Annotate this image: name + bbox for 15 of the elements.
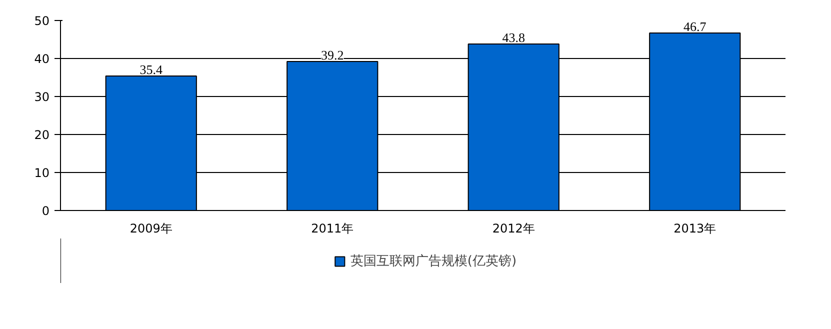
data-label: 35.4 bbox=[140, 62, 163, 77]
legend-label: 英国互联网广告规模(亿英镑) bbox=[350, 252, 517, 270]
x-tick-label: 2012年 bbox=[492, 222, 535, 236]
y-tick-label: 30 bbox=[34, 90, 50, 104]
y-tick-label: 50 bbox=[34, 14, 50, 28]
x-tick-label: 2011年 bbox=[311, 222, 354, 236]
x-tick-label: 2009年 bbox=[130, 222, 172, 236]
y-tick-label: 20 bbox=[34, 128, 50, 142]
data-label: 43.8 bbox=[502, 30, 525, 46]
y-tick-label: 10 bbox=[34, 166, 50, 180]
y-tick-label: 40 bbox=[34, 52, 50, 66]
data-label: 39.2 bbox=[321, 48, 344, 63]
y-tick-label: 0 bbox=[42, 204, 50, 218]
x-tick-label: 2013年 bbox=[674, 222, 716, 236]
data-label: 46.7 bbox=[684, 19, 707, 34]
